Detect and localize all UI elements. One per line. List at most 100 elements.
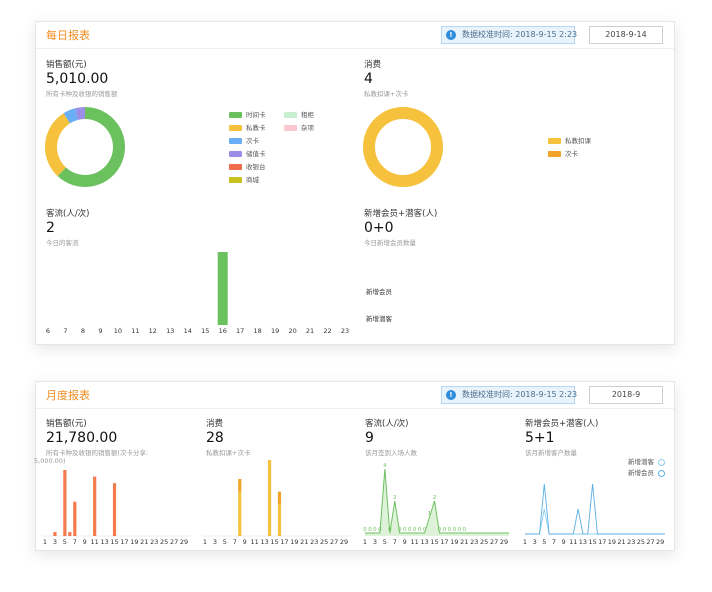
x-tick-label: 13	[260, 538, 269, 546]
daily-consume-legend-label: 私教扣课	[565, 137, 591, 145]
daily-sales-value: 5,010.00	[46, 71, 109, 87]
monthly-sales-annotation: 5,000.00)	[34, 457, 66, 465]
daily-sales-legend-item-5[interactable]: 储值卡	[229, 148, 266, 158]
legend-swatch	[284, 112, 297, 118]
info-icon: !	[446, 30, 456, 40]
daily-sales-legend-item-3[interactable]: 杂项	[284, 122, 314, 132]
daily-sales-donut-slice-1	[45, 113, 71, 177]
x-tick-label: 6	[45, 327, 51, 335]
monthly-traffic-data-label: 0	[388, 527, 392, 533]
monthly-sales-bar-15	[112, 483, 117, 536]
x-tick-label: 8	[80, 327, 86, 335]
x-tick-label: 7	[232, 538, 237, 546]
legend-label: 新增潜客	[628, 458, 654, 466]
monthly-traffic-data-label: 0	[453, 527, 457, 533]
x-tick-label: 25	[636, 538, 645, 546]
monthly-traffic-data-label: 0	[418, 527, 422, 533]
daily-traffic-x-axis: 6 7 8 9 10 11 12 13 14 15 16 17 18 19 20 21 22 23	[44, 327, 349, 337]
daily-sales-legend-item-6[interactable]: 收银台	[229, 161, 266, 171]
monthly-consume-bar-16-0	[277, 504, 282, 536]
daily-consume-legend-swatch	[548, 138, 561, 144]
legend-marker	[658, 469, 665, 477]
daily-members-value: 0+0	[364, 220, 394, 236]
daily-members-row-new-prospects: 新增潜客	[366, 315, 392, 323]
x-tick-label: 15	[201, 327, 210, 335]
daily-sales-legend-item-2[interactable]: 私教卡	[229, 122, 266, 132]
x-tick-label: 27	[646, 538, 655, 546]
daily-traffic-block: 客流(人/次) 2 今日的客流	[46, 207, 90, 247]
monthly-traffic-data-label: 0	[443, 527, 447, 533]
x-tick-label: 25	[480, 538, 489, 546]
daily-consume-legend-item-1[interactable]: 次卡	[548, 148, 578, 158]
x-tick-label: 9	[561, 538, 566, 546]
legend-label: 储值卡	[246, 150, 266, 158]
monthly-traffic-block: 客流(人/次) 9 该月签到入场人数	[365, 417, 417, 457]
legend-label: 收银台	[246, 163, 266, 171]
daily-sales-donut-slice-2	[63, 108, 79, 124]
monthly-traffic-data-label: 0	[423, 527, 427, 533]
x-tick-label: 7	[63, 327, 68, 335]
x-tick-label: 23	[150, 538, 159, 546]
daily-consume-legend-label: 次卡	[565, 150, 578, 158]
x-tick-label: 13	[420, 538, 429, 546]
legend-swatch	[284, 125, 297, 131]
x-tick-label: 1	[522, 538, 528, 546]
x-tick-label: 16	[218, 327, 227, 335]
daily-calibration-notice: ! 数据校准时间: 2018-9-15 2:23	[441, 26, 578, 44]
x-tick-label: 15	[270, 538, 279, 546]
monthly-traffic-sub: 该月签到入场人数	[365, 449, 417, 457]
daily-date-picker[interactable]: 2018-9-14	[589, 26, 663, 44]
monthly-members-line-chart	[525, 483, 665, 535]
monthly-traffic-data-label: 1	[428, 511, 432, 517]
daily-report-header: 每日报表 ! 数据校准时间: 2018-9-15 2:23 2018-9-14	[36, 22, 674, 49]
x-tick-label: 13	[578, 538, 588, 546]
daily-consume-donut-chart	[363, 107, 443, 187]
daily-sales-donut-chart	[45, 107, 125, 187]
x-tick-label: 13	[100, 538, 109, 546]
x-tick-label: 3	[532, 538, 537, 546]
monthly-sales-bar-7	[73, 501, 77, 536]
x-tick-label: 7	[392, 538, 397, 546]
daily-sales-legend-item-4[interactable]: 次卡	[229, 135, 259, 145]
info-icon: !	[446, 390, 456, 400]
daily-sales-legend-item-0[interactable]: 时间卡	[229, 109, 266, 119]
x-tick-label: 9	[98, 327, 103, 335]
x-tick-label: 21	[460, 538, 469, 546]
daily-sales-legend-item-1[interactable]: 租柜	[284, 109, 314, 119]
legend-swatch	[229, 138, 242, 144]
monthly-traffic-data-label: 0	[403, 527, 407, 533]
monthly-traffic-data-label: 2	[433, 495, 437, 501]
monthly-members-line-1	[525, 483, 665, 535]
x-tick-label: 17	[280, 538, 289, 546]
monthly-consume-sub: 私教扣课+次卡	[206, 449, 251, 457]
monthly-date-picker[interactable]: 2018-9	[589, 386, 663, 404]
monthly-consume-bar-8-1	[238, 479, 242, 492]
monthly-members-legend-item-0[interactable]: 新增潜客	[628, 456, 665, 466]
daily-calibration-text: 数据校准时间: 2018-9-15 2:23	[462, 30, 578, 39]
x-tick-label: 15	[110, 538, 119, 546]
x-tick-label: 19	[270, 327, 280, 335]
x-tick-label: 18	[253, 327, 262, 335]
daily-sales-legend: 时间卡 租柜私教卡 杂项次卡储值卡收银台商城	[229, 109, 319, 184]
x-tick-label: 27	[329, 538, 339, 546]
x-tick-label: 14	[183, 327, 192, 335]
x-tick-label: 22	[323, 327, 332, 335]
monthly-sales-x-axis: 1 3 5 7 9 11 13 15 17 19 21 23 25 27 29	[42, 538, 192, 548]
x-tick-label: 11	[90, 538, 99, 546]
x-tick-label: 29	[656, 538, 665, 546]
x-tick-label: 11	[410, 538, 419, 546]
x-tick-label: 19	[130, 538, 139, 546]
x-tick-label: 11	[569, 538, 578, 546]
daily-sales-label: 销售额(元)	[46, 60, 87, 70]
monthly-consume-value: 28	[206, 430, 224, 446]
daily-traffic-label: 客流(人/次)	[46, 209, 90, 219]
monthly-calibration-notice: ! 数据校准时间: 2018-9-15 2:23	[441, 386, 577, 404]
x-tick-label: 1	[42, 538, 48, 546]
daily-consume-legend-item-0[interactable]: 私教扣课	[548, 135, 591, 145]
daily-consume-sub: 私教扣课+次卡	[364, 90, 409, 98]
daily-sales-legend-item-7[interactable]: 商城	[229, 174, 259, 184]
monthly-members-legend-item-1[interactable]: 新增会员	[628, 467, 665, 477]
legend-label: 次卡	[246, 137, 259, 145]
x-tick-label: 11	[250, 538, 259, 546]
monthly-sales-bar-6	[68, 532, 72, 536]
